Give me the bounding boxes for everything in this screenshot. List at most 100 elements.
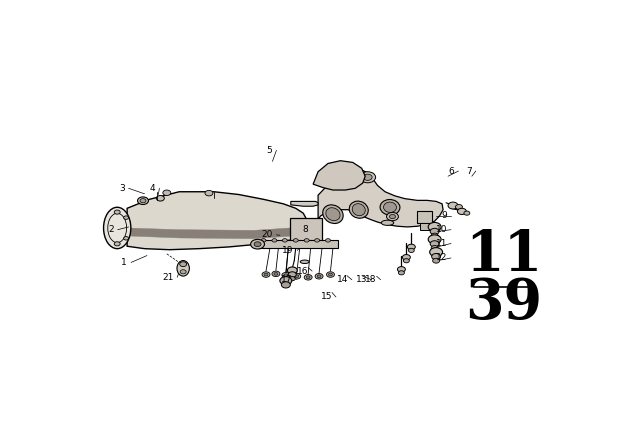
- Circle shape: [114, 242, 120, 246]
- Circle shape: [360, 172, 376, 183]
- Circle shape: [307, 230, 316, 236]
- Bar: [417, 211, 432, 224]
- Circle shape: [428, 235, 441, 244]
- Circle shape: [251, 239, 264, 249]
- Circle shape: [163, 190, 171, 195]
- Circle shape: [408, 244, 415, 250]
- Text: 8: 8: [303, 225, 308, 234]
- Ellipse shape: [300, 260, 309, 263]
- Text: 5: 5: [267, 146, 273, 155]
- Bar: [257, 241, 338, 248]
- Circle shape: [448, 202, 458, 209]
- Circle shape: [342, 174, 354, 183]
- Circle shape: [458, 208, 467, 215]
- Circle shape: [306, 276, 310, 279]
- Circle shape: [364, 174, 372, 181]
- Circle shape: [428, 223, 441, 232]
- Circle shape: [431, 246, 438, 250]
- Circle shape: [289, 276, 295, 281]
- Circle shape: [292, 273, 301, 279]
- Text: 10: 10: [436, 225, 447, 234]
- Circle shape: [304, 239, 309, 242]
- Text: 16: 16: [297, 267, 308, 276]
- Circle shape: [138, 197, 148, 204]
- Text: 11: 11: [465, 228, 543, 283]
- Circle shape: [403, 254, 410, 260]
- Text: 1: 1: [122, 258, 127, 267]
- Circle shape: [304, 275, 312, 280]
- Ellipse shape: [177, 261, 189, 276]
- Circle shape: [330, 168, 348, 181]
- Text: 39: 39: [465, 276, 543, 332]
- Circle shape: [140, 198, 146, 203]
- Text: 15: 15: [321, 293, 332, 302]
- Circle shape: [264, 273, 268, 276]
- Circle shape: [397, 267, 405, 272]
- Circle shape: [274, 272, 278, 275]
- Circle shape: [282, 272, 290, 278]
- Ellipse shape: [298, 223, 314, 229]
- Circle shape: [430, 228, 439, 234]
- Polygon shape: [127, 227, 306, 239]
- Circle shape: [326, 239, 330, 242]
- Circle shape: [124, 216, 129, 220]
- Circle shape: [272, 271, 280, 276]
- Circle shape: [124, 237, 129, 240]
- Ellipse shape: [380, 199, 400, 215]
- Circle shape: [205, 190, 213, 196]
- Circle shape: [272, 239, 277, 242]
- Circle shape: [254, 242, 261, 246]
- Ellipse shape: [381, 220, 394, 225]
- Text: 3: 3: [119, 184, 125, 193]
- Ellipse shape: [326, 208, 340, 220]
- Polygon shape: [127, 192, 306, 250]
- Text: 18: 18: [365, 275, 376, 284]
- Circle shape: [180, 262, 187, 267]
- Polygon shape: [317, 169, 443, 227]
- Circle shape: [433, 258, 440, 263]
- Circle shape: [288, 272, 296, 277]
- Circle shape: [280, 276, 292, 285]
- Text: 7: 7: [466, 167, 472, 176]
- Text: 13: 13: [356, 275, 367, 284]
- Circle shape: [284, 274, 288, 276]
- Text: 17: 17: [281, 275, 292, 284]
- Circle shape: [403, 258, 410, 263]
- Circle shape: [295, 230, 304, 236]
- Circle shape: [431, 233, 438, 238]
- Text: 19: 19: [282, 246, 293, 255]
- Circle shape: [334, 171, 344, 178]
- Text: 6: 6: [449, 167, 454, 176]
- Circle shape: [315, 239, 319, 242]
- Circle shape: [399, 271, 404, 275]
- Circle shape: [261, 239, 266, 242]
- Circle shape: [282, 282, 291, 288]
- Text: 20: 20: [261, 230, 273, 239]
- Circle shape: [180, 270, 186, 274]
- Circle shape: [430, 241, 439, 247]
- Circle shape: [262, 272, 270, 277]
- Circle shape: [114, 210, 120, 214]
- Ellipse shape: [349, 201, 368, 218]
- Polygon shape: [313, 161, 365, 190]
- Text: 14: 14: [337, 275, 348, 284]
- Bar: [420, 224, 431, 230]
- Circle shape: [295, 275, 299, 278]
- Circle shape: [456, 204, 463, 209]
- Circle shape: [156, 195, 164, 201]
- Circle shape: [317, 275, 321, 278]
- Circle shape: [390, 215, 396, 219]
- Circle shape: [431, 254, 440, 260]
- Ellipse shape: [323, 205, 343, 224]
- Ellipse shape: [104, 207, 131, 249]
- Circle shape: [387, 212, 399, 221]
- Text: 4: 4: [150, 184, 156, 193]
- Polygon shape: [291, 202, 318, 206]
- Circle shape: [293, 239, 298, 242]
- Text: 12: 12: [436, 254, 447, 263]
- Circle shape: [408, 248, 414, 253]
- Text: 2: 2: [108, 225, 114, 234]
- Circle shape: [429, 248, 443, 257]
- Circle shape: [282, 239, 287, 242]
- Text: 11: 11: [436, 239, 447, 248]
